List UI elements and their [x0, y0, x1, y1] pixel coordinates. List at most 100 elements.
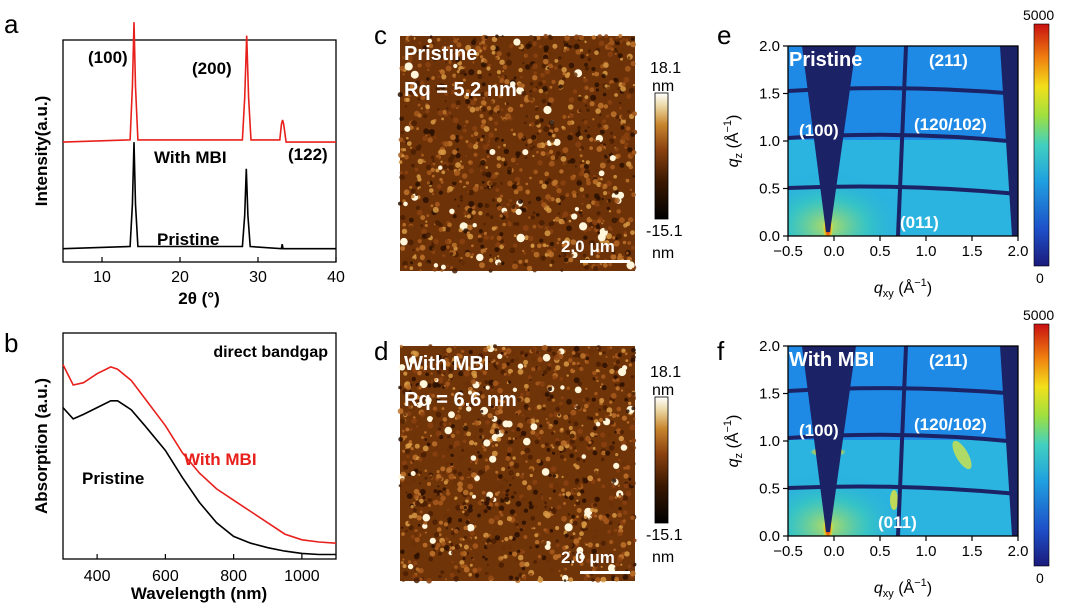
afm-grain: [577, 96, 583, 102]
afm-grain: [567, 104, 574, 110]
afm-grain: [589, 200, 592, 203]
afm-grain: [632, 111, 637, 117]
afm-grain: [622, 500, 627, 505]
afm-grain: [564, 473, 570, 478]
afm-grain: [555, 539, 559, 543]
afm-grain: [624, 352, 628, 356]
afm-grain: [539, 429, 544, 435]
afm-grain: [484, 458, 489, 462]
afm-grain: [490, 235, 495, 240]
afm-grain: [627, 541, 632, 546]
afm-grain: [620, 167, 627, 173]
afm-grain: [398, 160, 403, 164]
afm-grain: [469, 460, 473, 464]
afm-grain: [488, 132, 495, 139]
x-tick-label: 1.5: [962, 543, 983, 560]
afm-grain: [436, 394, 441, 399]
afm-grain: [462, 439, 467, 444]
afm-grain: [529, 572, 533, 576]
afm-grain: [595, 369, 599, 373]
afm-grain: [441, 48, 445, 52]
afm-grain: [427, 497, 432, 502]
afm-grain: [483, 222, 486, 226]
afm-grain: [419, 577, 423, 581]
afm-grain: [524, 259, 529, 263]
afm-grain: [630, 61, 636, 67]
panel-b-absorption: 400 600 800 1000 direct bandgap With MBI Pr…: [32, 332, 337, 603]
afm-grain: [627, 105, 633, 111]
y-tick-label: 0.0: [759, 228, 780, 245]
afm-grain: [423, 157, 428, 162]
x-tick-label: 0.5: [870, 543, 891, 560]
afm-grain: [554, 155, 559, 160]
afm-grain: [439, 69, 446, 75]
afm-grain: [444, 87, 451, 94]
afm-grain: [575, 543, 578, 546]
afm-grain: [602, 351, 606, 355]
afm-grain: [478, 381, 482, 385]
afm-grain: [495, 528, 498, 532]
afm-grain: [494, 83, 497, 87]
afm-grain: [501, 119, 508, 125]
afm-grain: [402, 564, 407, 569]
afm-grain: [402, 449, 406, 453]
afm-grain: [481, 490, 486, 495]
afm-grain: [419, 510, 423, 514]
afm-grain: [606, 180, 612, 187]
afm-grain: [525, 182, 529, 186]
b-y-axis-title: Absorption (a.u.): [32, 378, 51, 514]
afm-grain: [576, 515, 579, 519]
afm-grain: [584, 360, 587, 363]
afm-grain: [605, 114, 610, 118]
afm-grain: [612, 513, 617, 518]
afm-grain: [571, 45, 574, 48]
afm-grain: [566, 374, 569, 377]
afm-grain: [494, 492, 499, 496]
afm-grain: [450, 258, 453, 262]
afm-grain: [597, 470, 602, 475]
afm-grain: [409, 125, 414, 130]
afm-grain: [517, 185, 523, 192]
afm-grain: [546, 346, 552, 352]
afm-grain: [459, 505, 464, 510]
afm-grain: [571, 213, 578, 220]
afm-grain: [488, 258, 494, 263]
afm-grain: [533, 268, 537, 273]
afm-grain: [549, 115, 553, 120]
afm-grain: [621, 48, 626, 53]
afm-grain: [484, 557, 488, 561]
afm-grain: [540, 37, 544, 41]
afm-grain: [446, 264, 449, 268]
e-colorbar-min: 0: [1036, 270, 1044, 286]
afm-grain: [425, 262, 431, 267]
afm-grain: [546, 151, 551, 156]
afm-grain: [427, 422, 434, 429]
afm-grain: [585, 160, 590, 165]
afm-grain: [527, 454, 533, 460]
afm-grain: [459, 455, 464, 461]
afm-grain: [568, 147, 575, 154]
afm-grain: [537, 160, 543, 166]
afm-grain: [412, 258, 416, 262]
afm-grain: [593, 514, 598, 518]
afm-grain: [462, 557, 466, 560]
afm-grain: [534, 540, 540, 545]
afm-grain: [548, 160, 555, 167]
afm-grain: [486, 505, 490, 509]
afm-grain: [520, 461, 523, 464]
afm-grain: [434, 546, 439, 551]
afm-grain: [555, 197, 561, 203]
afm-grain: [404, 448, 410, 454]
afm-grain: [498, 77, 505, 83]
afm-grain: [427, 416, 433, 422]
afm-grain: [494, 396, 498, 401]
afm-grain: [515, 413, 518, 416]
afm-grain: [577, 179, 580, 182]
afm-grain: [583, 576, 589, 581]
y-tick-label: 0.5: [759, 181, 780, 198]
afm-grain: [414, 167, 419, 172]
afm-grain: [448, 157, 454, 163]
afm-grain: [496, 163, 502, 169]
afm-grain: [623, 473, 629, 479]
afm-grain: [515, 222, 520, 226]
